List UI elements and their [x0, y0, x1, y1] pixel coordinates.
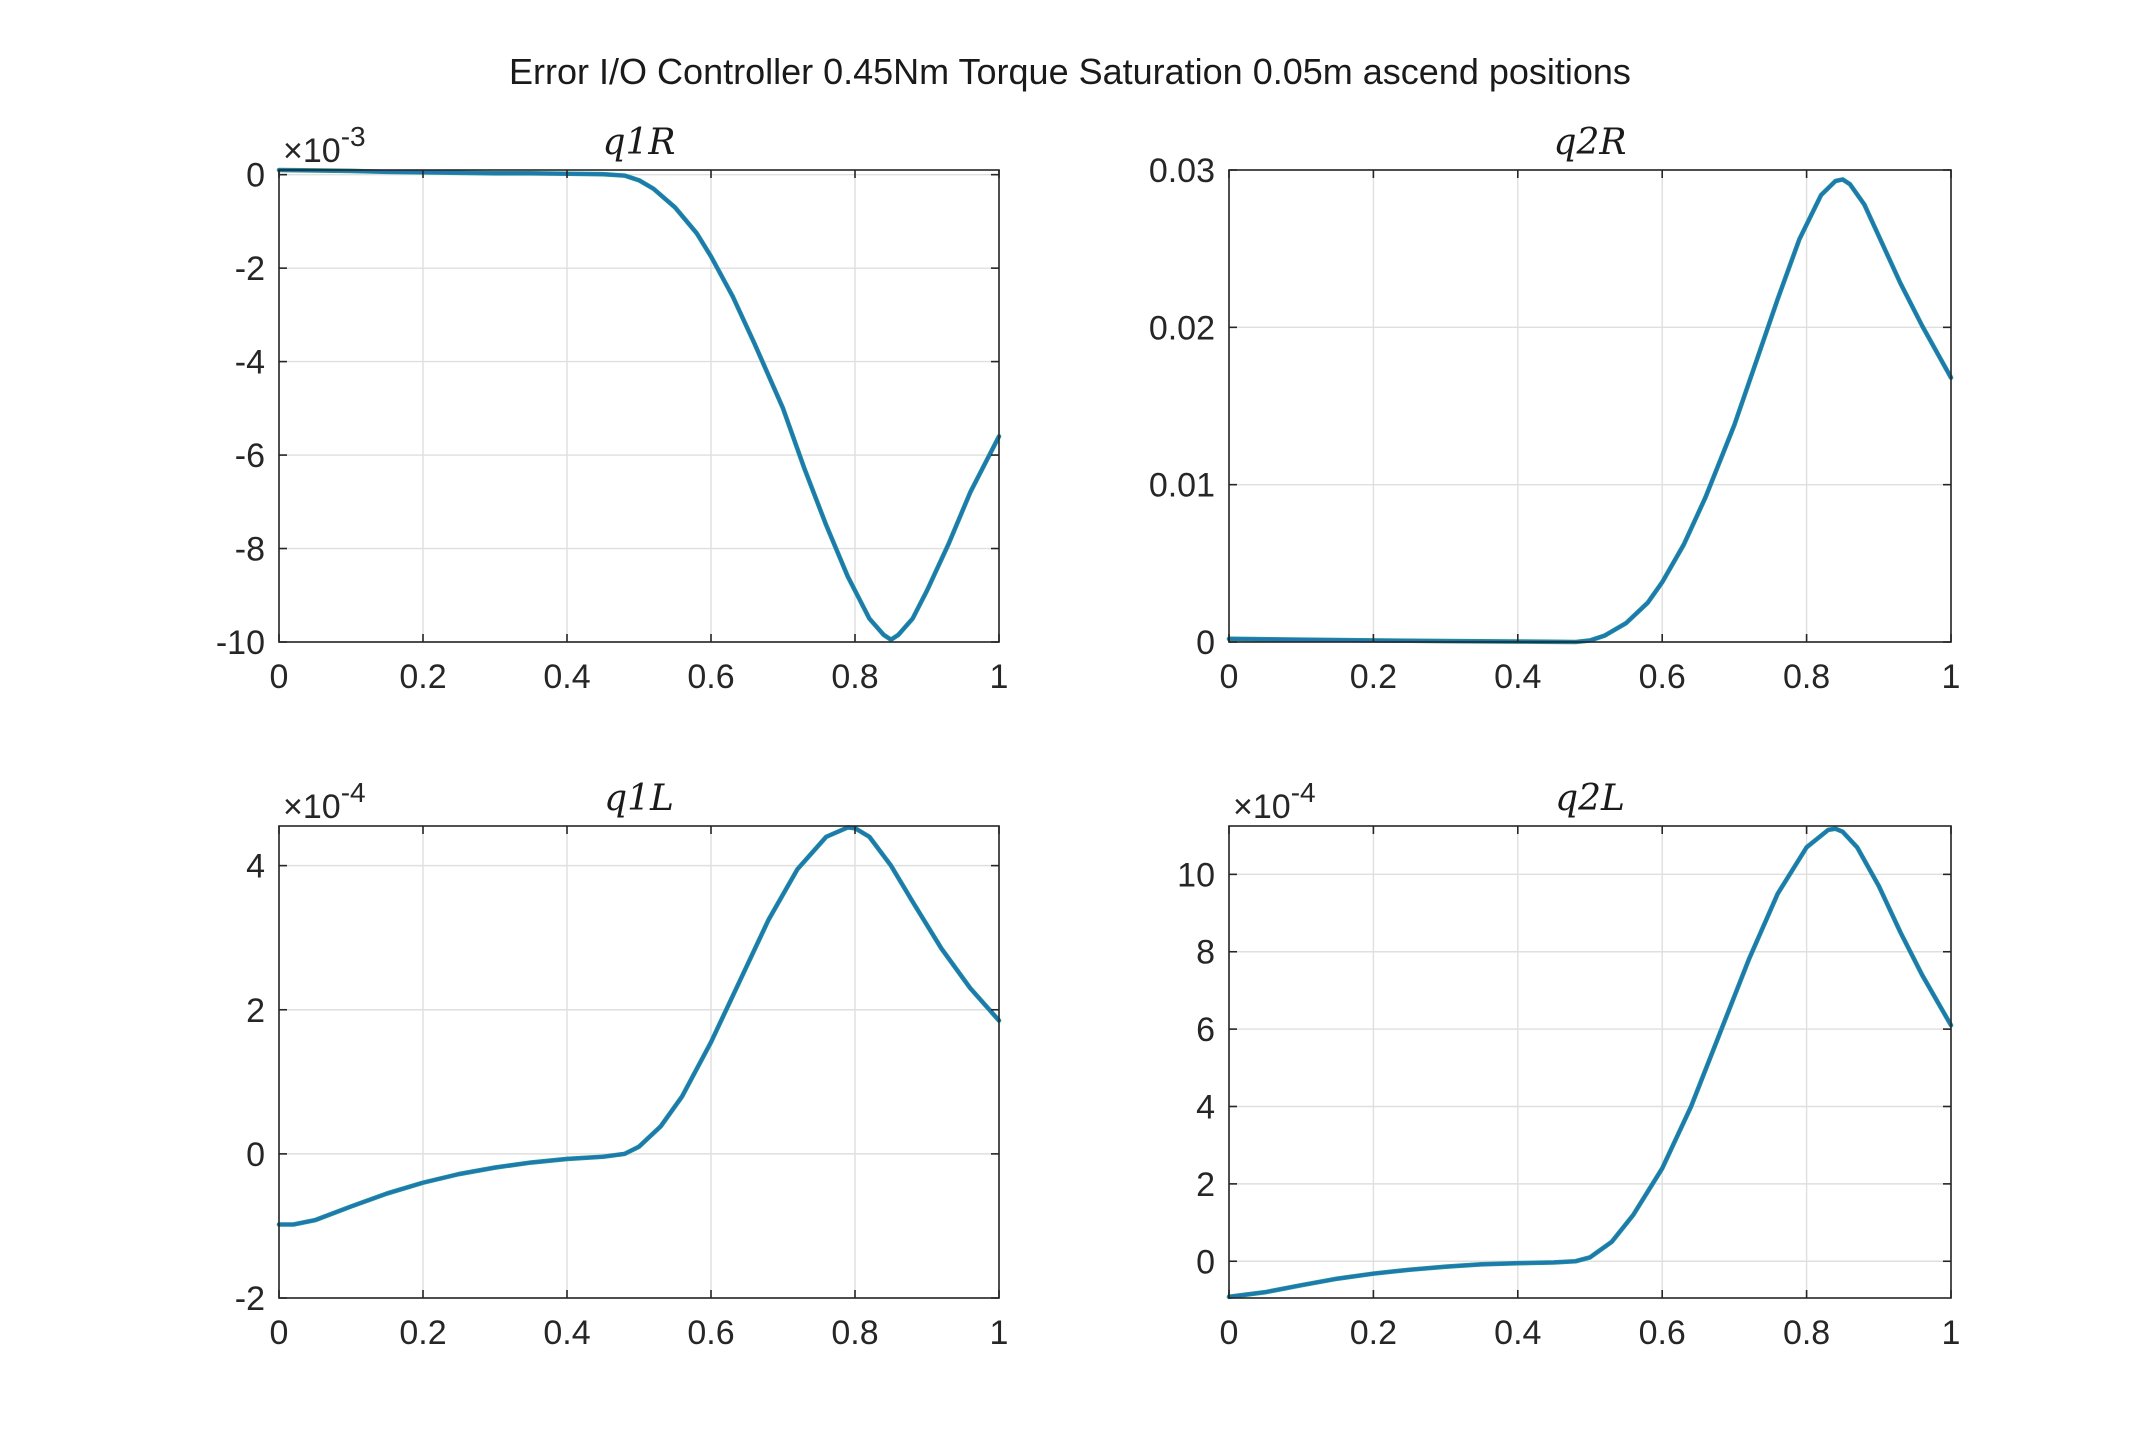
axes-frame [278, 825, 1000, 1299]
x-tick-label: 0.2 [399, 658, 446, 696]
y-tick-label: 0 [246, 1136, 265, 1174]
y-exponent-label: ×10-3 [283, 121, 366, 170]
y-tick-label: -2 [235, 1280, 265, 1318]
y-tick-label: 0 [246, 157, 265, 195]
y-tick-label: 2 [246, 992, 265, 1030]
x-tick-label: 0.6 [1639, 658, 1686, 696]
axes-frame [1228, 825, 1952, 1299]
x-tick-label: 0.8 [1783, 1314, 1830, 1352]
y-tick-label: 4 [246, 848, 265, 886]
x-tick-label: 0.4 [1494, 658, 1541, 696]
axes-frame [278, 169, 1000, 643]
y-exponent-power: -4 [1291, 777, 1316, 808]
y-exponent-power: -4 [341, 777, 366, 808]
series-line-2 [1227, 827, 1953, 1299]
x-tick-label: 0.4 [543, 1314, 590, 1352]
y-tick-label: 8 [1196, 934, 1215, 972]
y-tick-label: -6 [235, 437, 265, 475]
x-tick-label: 0.4 [1494, 1314, 1541, 1352]
y-tick-label: -4 [235, 344, 265, 382]
series-line-1 [276, 167, 1002, 642]
y-tick-label: 0 [1196, 1243, 1215, 1281]
y-tick-label: 0.03 [1149, 152, 1215, 190]
y-tick-label: -8 [235, 531, 265, 569]
x-tick-label: 0.2 [1350, 658, 1397, 696]
x-tick-label: 0 [270, 658, 289, 696]
series-line-1 [1226, 826, 1954, 1300]
x-tick-label: 1 [1942, 1314, 1961, 1352]
x-tick-label: 0.8 [831, 658, 878, 696]
subplot-title: q2L [1555, 778, 1625, 819]
y-tick-label: 2 [1196, 1166, 1215, 1204]
series-line-2 [277, 825, 1001, 1227]
y-tick-label: -10 [216, 624, 265, 662]
subplot-title: q2R [1553, 122, 1626, 163]
y-tick-label: 0.02 [1149, 309, 1215, 347]
x-tick-label: 0.6 [687, 1314, 734, 1352]
x-tick-label: 0.6 [1639, 1314, 1686, 1352]
y-exponent-label: ×10-4 [1233, 777, 1316, 826]
subplot-title: q1R [602, 122, 675, 163]
x-tick-label: 1 [990, 1314, 1009, 1352]
axes-frame [1228, 169, 1952, 643]
y-tick-label: -2 [235, 250, 265, 288]
x-tick-label: 1 [990, 658, 1009, 696]
y-exponent-label: ×10-4 [283, 777, 366, 826]
y-tick-label: 0 [1196, 624, 1215, 662]
x-tick-label: 0 [1220, 1314, 1239, 1352]
figure-title: Error I/O Controller 0.45Nm Torque Satur… [509, 51, 1631, 92]
series-line-1 [1226, 177, 1954, 645]
y-exponent-power: -3 [341, 121, 366, 152]
subplot-1: 0 0.2 0.4 0.6 0.8 1 -10 -8 -6 -4 -2 0 ×10-3 q1R [216, 121, 1009, 696]
y-tick-label: 6 [1196, 1011, 1215, 1049]
x-tick-label: 0 [1220, 658, 1239, 696]
series-line-2 [277, 168, 1001, 642]
subplot-title: q1L [604, 778, 674, 819]
y-tick-label: 4 [1196, 1088, 1215, 1126]
series-line-2 [1227, 177, 1953, 644]
x-tick-label: 0.8 [831, 1314, 878, 1352]
subplot-2: 0 0.2 0.4 0.6 0.8 1 0 0.01 0.02 0.03 q2R [1149, 122, 1961, 696]
x-tick-label: 0.6 [687, 658, 734, 696]
series-line-1 [276, 825, 1002, 1227]
x-tick-label: 0.2 [399, 1314, 446, 1352]
y-tick-label: 0.01 [1149, 467, 1215, 505]
x-tick-label: 0 [270, 1314, 289, 1352]
x-tick-label: 0.2 [1350, 1314, 1397, 1352]
y-tick-label: 10 [1177, 856, 1215, 894]
x-tick-label: 1 [1942, 658, 1961, 696]
x-tick-label: 0.8 [1783, 658, 1830, 696]
x-tick-label: 0.4 [543, 658, 590, 696]
